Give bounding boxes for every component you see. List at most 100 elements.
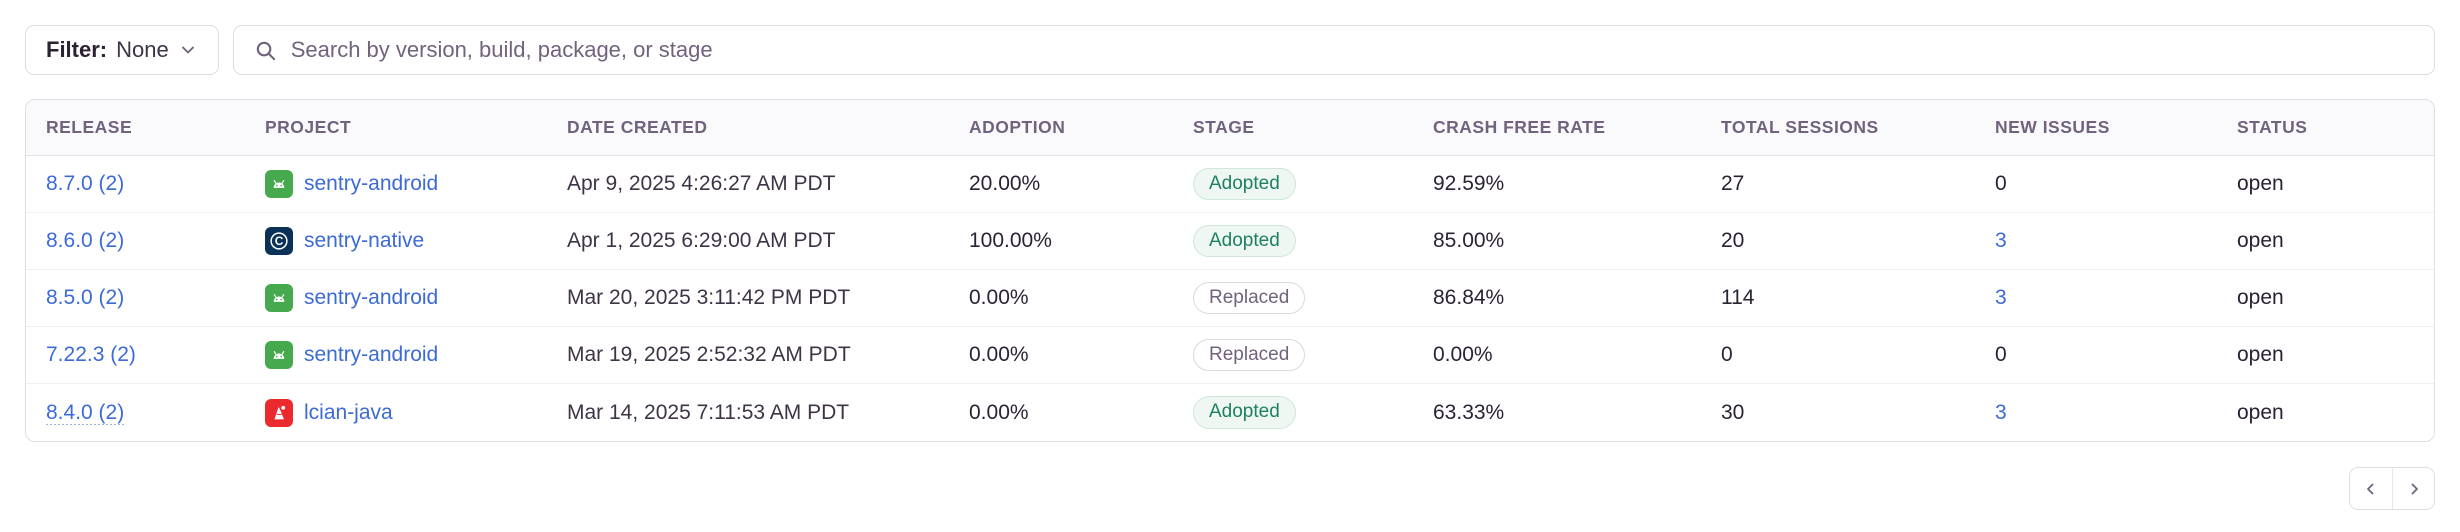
new-issues-link[interactable]: 3 <box>1995 229 2007 252</box>
status-cell: open <box>2237 286 2284 309</box>
release-version-link[interactable]: 8.5.0 (2) <box>46 286 125 309</box>
stage-badge: Adopted <box>1193 224 1296 258</box>
pagination-button-group <box>2349 467 2435 510</box>
new-issues-cell: 3 <box>1995 286 2237 310</box>
total-sessions-cell: 0 <box>1721 343 1733 366</box>
java-icon <box>265 398 293 427</box>
date-created-cell: Mar 19, 2025 2:52:32 AM PDT <box>567 343 851 366</box>
total-sessions-cell: 114 <box>1721 286 1755 309</box>
table-row: 8.4.0 (2) lcian-java Mar 14, 2025 7:11:53 … <box>26 384 2434 441</box>
toolbar: Filter: None <box>25 25 2435 75</box>
date-created-cell: Mar 20, 2025 3:11:42 PM PDT <box>567 286 851 309</box>
status-cell: open <box>2237 229 2284 252</box>
project-cell: sentry-android <box>265 341 567 369</box>
project-link[interactable]: sentry-native <box>304 229 425 252</box>
previous-page-button[interactable] <box>2350 468 2392 509</box>
android-icon <box>265 170 293 198</box>
project-link[interactable]: sentry-android <box>304 172 439 195</box>
status-cell: open <box>2237 343 2284 366</box>
chevron-down-icon <box>181 46 194 54</box>
android-icon <box>265 341 293 369</box>
table-row: 8.7.0 (2) sentry-android Apr 9, 2025 4:26:… <box>26 156 2434 213</box>
column-header-new-issues: New Issues <box>1995 117 2110 137</box>
crash-free-rate-cell: 86.84% <box>1433 286 1505 309</box>
column-header-adoption: Adoption <box>969 117 1066 137</box>
release-cell: 7.22.3 (2) <box>46 343 265 367</box>
c-icon: C <box>265 227 293 255</box>
table-row: 7.22.3 (2) sentry-android Mar 19, 2025 2:5… <box>26 327 2434 384</box>
new-issues-cell: 3 <box>1995 401 2237 425</box>
new-issues-cell: 0 <box>1995 343 2007 366</box>
crash-free-rate-cell: 85.00% <box>1433 229 1505 252</box>
filter-label: Filter: <box>46 37 108 62</box>
release-version-link[interactable]: 8.4.0 (2) <box>46 400 125 424</box>
adoption-cell: 0.00% <box>969 343 1029 366</box>
stage-cell: Adopted <box>1193 396 1433 429</box>
date-created-cell: Apr 9, 2025 4:26:27 AM PDT <box>567 172 836 195</box>
release-version-link[interactable]: 8.6.0 (2) <box>46 229 125 252</box>
project-link[interactable]: sentry-android <box>304 343 439 366</box>
crash-free-rate-cell: 63.33% <box>1433 400 1505 424</box>
table-body: 8.7.0 (2) sentry-android Apr 9, 2025 4:26:… <box>26 156 2434 441</box>
stage-badge: Adopted <box>1193 396 1296 429</box>
table-row: 8.5.0 (2) sentry-android Mar 20, 2025 3:11… <box>26 270 2434 327</box>
date-created-cell: Mar 14, 2025 7:11:53 AM PDT <box>567 400 850 424</box>
stage-badge: Replaced <box>1193 338 1306 372</box>
crash-free-rate-cell: 92.59% <box>1433 172 1505 195</box>
new-issues-cell: 3 <box>1995 229 2237 253</box>
project-link[interactable]: lcian-java <box>304 400 393 424</box>
date-created-cell: Apr 1, 2025 6:29:00 AM PDT <box>567 229 836 252</box>
adoption-cell: 0.00% <box>969 400 1029 424</box>
filter-value: None <box>116 37 169 62</box>
chevron-right-icon <box>2411 483 2418 494</box>
release-cell: 8.6.0 (2) <box>46 229 265 253</box>
column-header-stage: Stage <box>1193 117 1255 137</box>
release-cell: 8.7.0 (2) <box>46 172 265 196</box>
release-version-link[interactable]: 7.22.3 (2) <box>46 343 136 366</box>
new-issues-link[interactable]: 3 <box>1995 286 2007 309</box>
total-sessions-cell: 30 <box>1721 400 1745 424</box>
stage-cell: Adopted <box>1193 167 1433 201</box>
status-cell: open <box>2237 172 2284 195</box>
adoption-cell: 100.00% <box>969 229 1052 252</box>
adoption-cell: 0.00% <box>969 286 1029 309</box>
stage-cell: Adopted <box>1193 224 1433 258</box>
release-cell: 8.4.0 (2) <box>46 401 265 425</box>
column-header-release: Release <box>46 117 133 137</box>
status-cell: open <box>2237 400 2284 424</box>
chevron-left-icon <box>2367 483 2374 494</box>
svg-text:C: C <box>275 234 284 248</box>
table-header-row: Release Project Date Created Adoption Stage C… <box>26 100 2434 156</box>
search-input[interactable] <box>290 37 2414 63</box>
total-sessions-cell: 27 <box>1721 172 1745 195</box>
pagination <box>25 467 2435 510</box>
stage-cell: Replaced <box>1193 281 1433 315</box>
project-cell: sentry-android <box>265 170 567 198</box>
new-issues-cell: 0 <box>1995 172 2007 195</box>
android-icon <box>265 284 293 312</box>
project-link[interactable]: sentry-android <box>304 286 439 309</box>
release-version-link[interactable]: 8.7.0 (2) <box>46 172 125 195</box>
stage-badge: Adopted <box>1193 167 1296 201</box>
column-header-project: Project <box>265 117 352 137</box>
releases-table: Release Project Date Created Adoption Stage C… <box>25 99 2435 442</box>
release-cell: 8.5.0 (2) <box>46 286 265 310</box>
stage-badge: Replaced <box>1193 281 1306 315</box>
column-header-crash-free-rate: Crash Free Rate <box>1433 117 1606 137</box>
search-icon <box>256 41 275 60</box>
filter-button[interactable]: Filter: None <box>25 25 219 75</box>
project-cell: sentry-android <box>265 284 567 312</box>
total-sessions-cell: 20 <box>1721 229 1745 252</box>
column-header-status: Status <box>2237 117 2308 137</box>
search-box[interactable] <box>232 25 2435 75</box>
column-header-date-created: Date Created <box>567 117 708 137</box>
project-cell: lcian-java <box>265 398 567 427</box>
crash-free-rate-cell: 0.00% <box>1433 343 1493 366</box>
next-page-button[interactable] <box>2392 468 2434 509</box>
new-issues-link[interactable]: 3 <box>1995 400 2007 424</box>
adoption-cell: 20.00% <box>969 172 1041 195</box>
column-header-total-sessions: Total Sessions <box>1721 117 1879 137</box>
stage-cell: Replaced <box>1193 338 1433 372</box>
